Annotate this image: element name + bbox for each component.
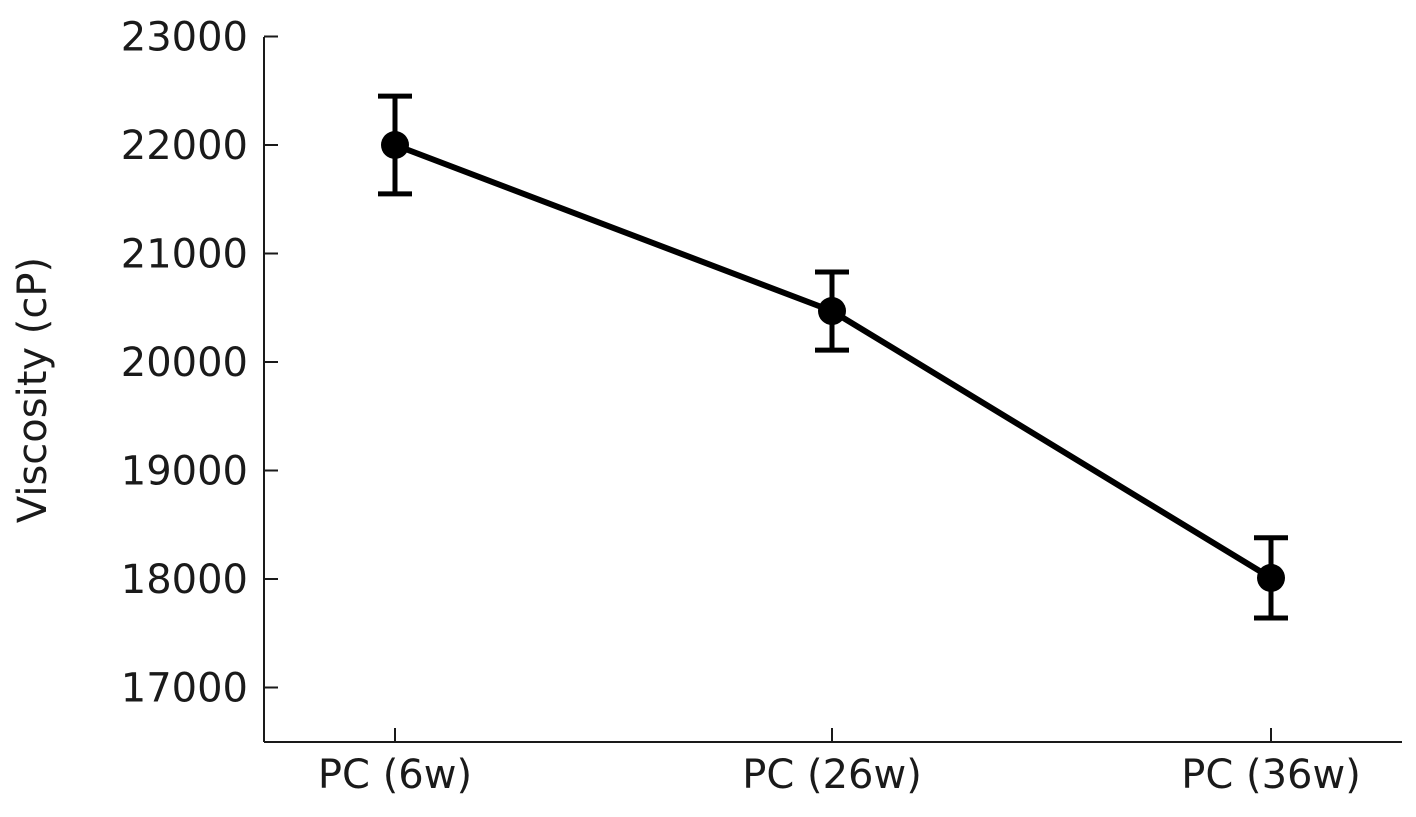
data-point xyxy=(1257,563,1285,592)
y-tick-label: 21000 xyxy=(121,232,248,278)
x-tick-label: PC (36w) xyxy=(1181,752,1361,798)
data-point xyxy=(818,297,846,326)
y-tick-label: 19000 xyxy=(121,449,248,495)
series-line xyxy=(393,142,1273,581)
x-tick-label: PC (26w) xyxy=(742,752,922,798)
y-tick-label: 17000 xyxy=(121,666,248,712)
data-points xyxy=(381,131,1285,592)
x-tick-label: PC (6w) xyxy=(318,752,472,798)
y-axis-label: Viscosity (cP) xyxy=(10,257,56,523)
y-axis: 17000 18000 19000 20000 21000 22000 23000 xyxy=(121,15,278,742)
y-tick-label: 18000 xyxy=(121,557,248,603)
y-tick-label: 22000 xyxy=(121,123,248,169)
y-tick-label: 23000 xyxy=(121,15,248,61)
x-axis: PC (6w) PC (26w) PC (36w) xyxy=(264,728,1402,798)
y-tick-label: 20000 xyxy=(121,340,248,386)
data-point xyxy=(381,131,409,159)
error-bars xyxy=(378,93,1288,621)
